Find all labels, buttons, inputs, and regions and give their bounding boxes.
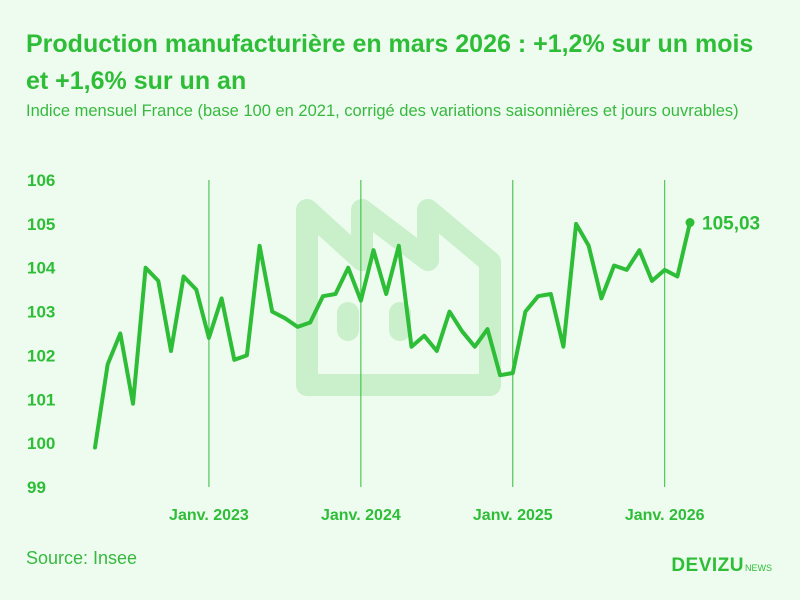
y-tick-label: 100 — [27, 434, 55, 453]
x-tick-label: Janv. 2026 — [625, 507, 705, 524]
y-tick-label: 99 — [27, 478, 46, 497]
source-note: Source: Insee — [26, 548, 138, 568]
last-value-label: 105,03 — [702, 214, 760, 235]
last-data-point — [685, 218, 695, 228]
brand-suffix: NEWS — [745, 563, 772, 573]
x-tick-label: Janv. 2025 — [473, 507, 553, 524]
y-tick-label: 105 — [27, 215, 55, 234]
brand-logo: DEVIZUNEWS — [671, 555, 772, 577]
y-tick-label: 102 — [27, 346, 55, 365]
x-tick-label: Janv. 2023 — [169, 507, 249, 524]
y-tick-label: 106 — [27, 171, 55, 190]
factory-icon — [296, 199, 501, 396]
brand-name: DEVIZU — [671, 555, 744, 576]
y-tick-label: 104 — [27, 259, 56, 278]
line-chart: 99 100 101 102 103 104 105 106 Janv. 2023 Janv. … — [27, 171, 760, 524]
chart-title: Production manufacturière en mars 2026 :… — [26, 30, 754, 95]
chart-subtitle: Indice mensuel France (base 100 en 2021,… — [26, 102, 739, 120]
y-tick-label: 101 — [27, 390, 55, 409]
x-tick-label: Janv. 2024 — [321, 507, 401, 524]
y-tick-label: 103 — [27, 303, 55, 322]
series-line — [93, 220, 692, 450]
